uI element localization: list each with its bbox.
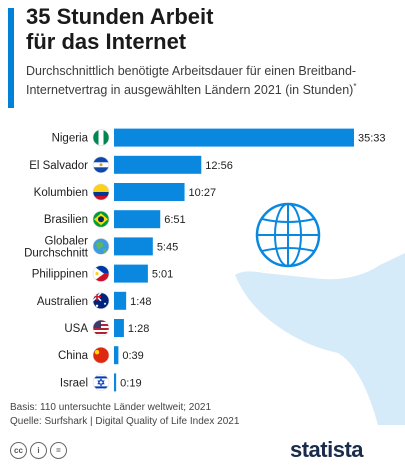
subtitle-line-2: Internetvertrag in ausgewählten Ländern …: [26, 83, 354, 98]
colombia-flag-icon: [92, 183, 110, 201]
footer-source: Quelle: Surfshark | Digital Quality of L…: [10, 416, 240, 427]
australia-flag-icon: [92, 292, 110, 310]
bar-6: [114, 291, 127, 310]
title-accent-bar: [8, 8, 14, 108]
category-label: Australien: [37, 296, 88, 308]
chart-footer: Basis: 110 untersuchte Länder weltweit; …: [10, 401, 239, 429]
bar-value-label: 6:51: [164, 214, 185, 226]
bar-2: [114, 183, 185, 201]
decor-globe-icon: [255, 202, 321, 268]
license-icons: cc i =: [10, 442, 67, 459]
nd-icon[interactable]: =: [50, 442, 67, 459]
category-label: Philippinen: [32, 269, 88, 281]
cc-icon[interactable]: cc: [10, 442, 27, 459]
category-label: Brasilien: [44, 214, 88, 226]
bar-value-label: 1:48: [130, 296, 151, 308]
bar-9: [114, 373, 117, 392]
bar-value-label: 5:01: [152, 269, 173, 281]
bar-5: [114, 264, 148, 283]
bar-value-label: 1:28: [128, 323, 149, 335]
category-label: Globaler Durchschnitt: [24, 235, 89, 259]
el-salvador-flag-icon: [92, 156, 110, 174]
category-label: China: [58, 350, 89, 362]
category-label: El Salvador: [29, 160, 88, 172]
bar-0: [114, 128, 354, 147]
footer-note: Basis: 110 untersuchte Länder weltweit; …: [10, 402, 212, 413]
bar-value-label: 10:27: [189, 187, 217, 199]
bar-value-label: 0:19: [120, 377, 141, 389]
category-label: USA: [64, 323, 88, 335]
globe-hand-illustration: [235, 202, 405, 425]
nigeria-flag-icon: [92, 129, 110, 146]
by-attribution-icon[interactable]: i: [30, 442, 47, 459]
title-line-2: für das Internet: [26, 29, 187, 54]
usa-flag-icon: [92, 319, 110, 337]
brazil-flag-icon: [92, 210, 110, 228]
china-flag-icon: [92, 346, 110, 364]
bar-chart: 35:33 Nigeria 12:56 El Salvador 10:27 Kolumbi…: [24, 128, 386, 392]
chart-title: 35 Stunden Arbeit für das Internet: [26, 4, 386, 54]
bar-1: [114, 155, 202, 174]
bar-value-label: 12:56: [205, 160, 233, 172]
philippines-flag-icon: [92, 265, 110, 282]
subtitle-line-1: Durchschnittlich benötigte Arbeitsdauer …: [26, 64, 357, 78]
statista-logo[interactable]: statista: [290, 437, 364, 462]
israel-flag-icon: [92, 374, 110, 391]
bar-7: [114, 319, 124, 337]
bar-4: [114, 237, 153, 256]
category-label: Kolumbien: [34, 187, 88, 199]
bar-value-label: 0:39: [122, 350, 143, 362]
globe-icon: [92, 238, 110, 255]
category-label: Israel: [60, 377, 88, 389]
subtitle-footnote-mark: *: [353, 82, 357, 91]
category-label: Nigeria: [52, 133, 89, 145]
bar-value-label: 5:45: [157, 241, 178, 253]
chart-subtitle: Durchschnittlich benötigte Arbeitsdauer …: [26, 63, 404, 98]
decor-hand-shape: [235, 253, 405, 425]
title-line-1: 35 Stunden Arbeit: [26, 4, 214, 29]
bar-value-label: 35:33: [358, 133, 386, 145]
bar-8: [114, 346, 119, 365]
bar-3: [114, 210, 161, 229]
